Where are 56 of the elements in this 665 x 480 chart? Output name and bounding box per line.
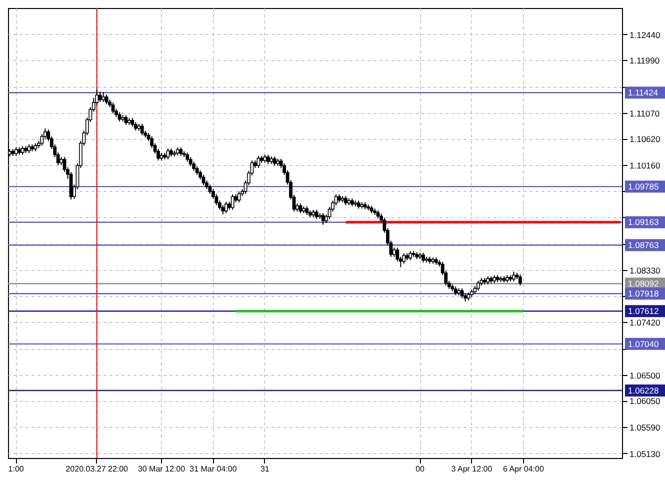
candlestick bbox=[98, 91, 102, 103]
candlestick bbox=[118, 112, 122, 122]
candlestick bbox=[460, 288, 464, 299]
candlestick bbox=[237, 190, 241, 203]
candlestick bbox=[402, 252, 406, 264]
y-tick-label: 1.06050 bbox=[630, 396, 660, 406]
ref-line-label: 1.07040 bbox=[628, 338, 659, 349]
ref-line-label: 1.09163 bbox=[628, 217, 659, 228]
candlestick bbox=[518, 274, 522, 286]
candlestick bbox=[186, 152, 190, 162]
candlestick bbox=[408, 250, 412, 261]
ref-line-label: 1.07918 bbox=[628, 288, 659, 299]
y-tick-label: 1.12440 bbox=[630, 30, 660, 40]
candlestick bbox=[321, 212, 325, 226]
x-tick-label: 1:00 bbox=[8, 464, 24, 474]
candlestick bbox=[512, 271, 516, 282]
candlestick bbox=[314, 209, 318, 220]
candlestick bbox=[102, 92, 106, 103]
candlestick bbox=[298, 202, 302, 214]
ref-line-label: 1.09785 bbox=[628, 182, 659, 192]
candlestick bbox=[192, 161, 196, 172]
x-tick-label: 2020.03.27 22:00 bbox=[66, 464, 129, 474]
y-tick-label: 1.10620 bbox=[630, 134, 660, 144]
candlestick bbox=[266, 154, 270, 164]
y-tick-label: 1.10160 bbox=[630, 160, 660, 171]
candlestick bbox=[230, 194, 234, 210]
candlestick bbox=[422, 252, 425, 264]
ref-line-label: 1.06228 bbox=[628, 385, 659, 396]
candlestick bbox=[188, 156, 192, 167]
x-tick-label: 31 bbox=[260, 464, 270, 474]
y-tick-label: 1.07420 bbox=[630, 318, 660, 328]
candlestick bbox=[202, 174, 206, 186]
y-tick-label: 1.05590 bbox=[630, 422, 660, 433]
candlestick bbox=[221, 204, 225, 215]
candlestick bbox=[476, 280, 480, 292]
x-tick-label: 30 Mar 12:00 bbox=[138, 464, 186, 474]
y-tick-label: 1.08330 bbox=[630, 265, 660, 276]
candlestick bbox=[344, 196, 348, 206]
candlestick bbox=[124, 114, 128, 126]
candlestick bbox=[104, 94, 108, 105]
x-tick-label: 6 Apr 04:00 bbox=[502, 464, 544, 474]
candlestick bbox=[272, 156, 276, 166]
candlestick bbox=[224, 201, 228, 214]
ref-line-label: 1.08763 bbox=[628, 240, 659, 250]
y-tick-label: 1.11070 bbox=[630, 108, 660, 118]
candlestick bbox=[256, 155, 260, 168]
y-tick-label: 1.06500 bbox=[630, 370, 660, 380]
x-tick-label: 00 bbox=[416, 464, 426, 474]
ref-line-label: 1.08092 bbox=[628, 278, 659, 289]
ref-line-label: 1.07612 bbox=[628, 306, 659, 316]
y-tick-label: 1.05130 bbox=[630, 448, 660, 459]
ref-line-label: 1.11424 bbox=[628, 88, 658, 98]
y-tick-label: 1.11990 bbox=[630, 56, 660, 66]
x-tick-label: 3 Apr 12:00 bbox=[451, 464, 493, 474]
candlestick bbox=[140, 123, 144, 136]
x-tick-label: 31 Mar 04:00 bbox=[190, 464, 238, 474]
